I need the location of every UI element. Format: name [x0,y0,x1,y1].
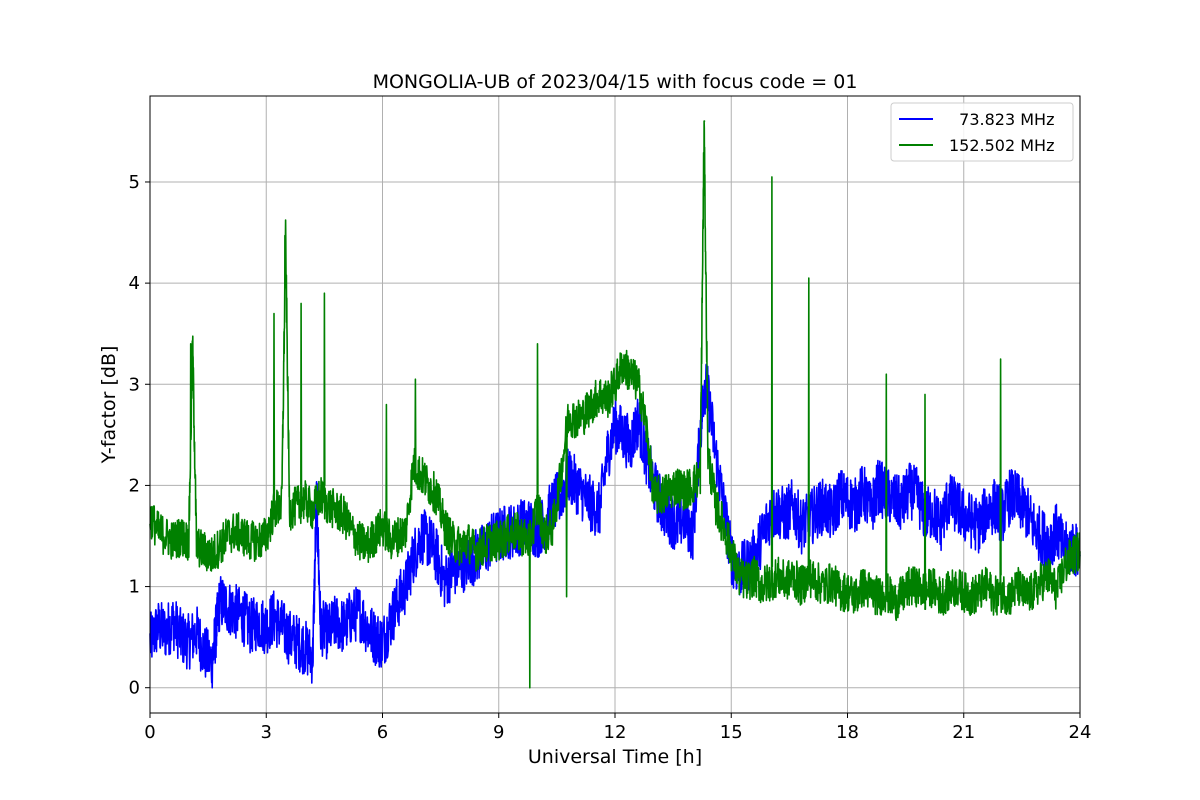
x-tick-label: 6 [377,722,388,743]
x-tick-label: 12 [604,722,627,743]
y-tick-label: 0 [129,678,140,699]
x-tick-label: 3 [261,722,272,743]
x-tick-label: 0 [144,722,155,743]
series-layer [149,120,1081,689]
x-tick-label: 15 [720,722,743,743]
x-tick-label: 9 [493,722,504,743]
chart-title: MONGOLIA-UB of 2023/04/15 with focus cod… [373,71,858,93]
y-tick-label: 3 [129,374,140,395]
y-axis-label: Y-factor [dB] [98,346,120,465]
y-tick-label: 1 [129,577,140,598]
legend-box [890,102,1074,162]
x-tick-label: 21 [952,722,975,743]
y-tick-label: 5 [129,172,140,193]
x-tick-label: 18 [836,722,859,743]
legend: 73.823 MHz 152.502 MHz [890,102,1074,162]
series-line-0 [149,363,1081,689]
legend-label-0: 73.823 MHz [949,110,1054,129]
series-line-1 [149,120,1081,689]
legend-label-1: 152.502 MHz [949,136,1054,155]
x-tick-label: 24 [1069,722,1092,743]
y-tick-label: 2 [129,475,140,496]
y-tick-label: 4 [129,273,140,294]
x-axis-label: Universal Time [h] [528,746,702,768]
